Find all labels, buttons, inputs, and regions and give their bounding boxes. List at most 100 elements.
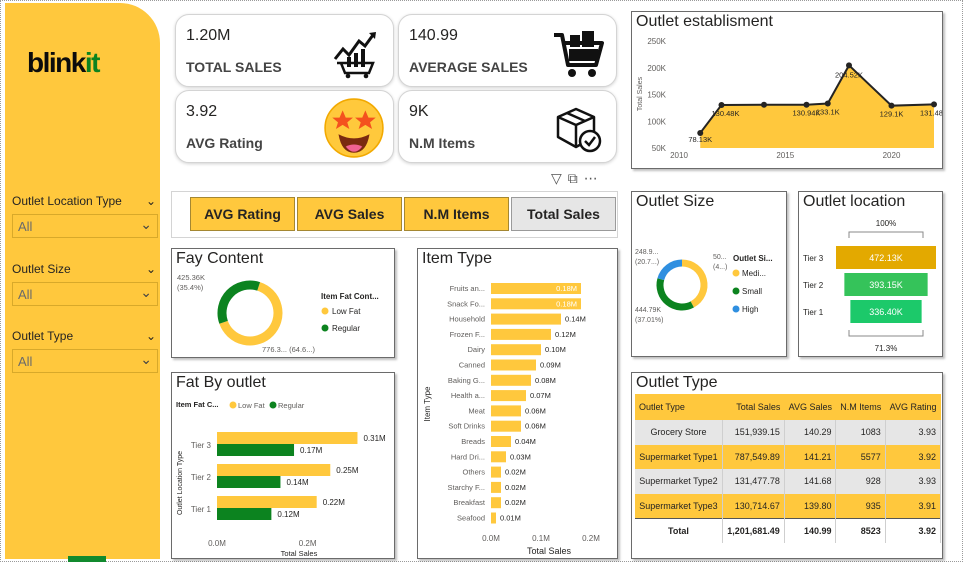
panel-item-type[interactable]: Item Type Fruits an... 0.18M Snack Fo... 0.… [417,248,618,559]
more-options-icon[interactable]: ⋯ [583,170,604,186]
bar [491,436,511,447]
data-label: 78.13K [688,135,712,144]
chevron-down-icon[interactable]: ⌄ [145,262,156,276]
column-header[interactable]: N.M Items [835,394,886,420]
data-label: 425.36K [177,273,205,282]
focus-mode-icon[interactable]: ⧉ [567,170,584,186]
kpi-label: TOTAL SALES [186,59,282,75]
panel-outlet-size[interactable]: Outlet Size 248.9... (20.7...) 444.79K (37.… [631,191,787,357]
data-label: 0.06M [525,406,546,415]
data-label: 0.22M [323,498,346,507]
data-label: 130.48K [712,109,740,118]
data-label: (35.4%) [177,283,204,292]
legend-item: Low Fat [238,401,266,410]
data-point [803,101,810,108]
data-label: 50... [713,254,727,261]
panel-fat-content[interactable]: Fay Content 425.36K (35.4%) 776.3... (64.6… [171,248,395,358]
y-axis-title: Total Sales [637,76,644,111]
kpi-nm-items[interactable]: 9K N.M Items [398,90,617,163]
kpi-total-sales[interactable]: 1.20M TOTAL SALES [175,14,394,87]
funnel-bar [844,273,928,296]
bar [491,298,581,310]
sales-growth-cart-icon [333,32,376,79]
x-tick-label: 2015 [776,151,794,160]
donut-slice [657,259,683,281]
table-cell: 141.68 [784,469,837,494]
bar [491,328,551,340]
outlet-location-funnel: 100% 472.13K Tier 3 393.15K Tier 2 336.40K Tie… [803,219,936,353]
kpi-avg-rating[interactable]: 3.92 AVG Rating [175,90,394,163]
button-total-sales[interactable]: Total Sales [511,197,616,231]
category-label: Snack Fo... [447,299,485,308]
data-label: 0.31M [363,434,386,443]
category-label: Tier 1 [191,505,212,514]
data-label: 0.14M [286,478,309,487]
table-cell: Grocery Store [635,420,723,445]
bar [217,496,317,508]
slicer-dropdown[interactable]: All ⌄ [12,282,158,306]
bar [217,508,272,520]
x-tick-label: 0.2M [299,539,317,548]
data-label: 0.02M [505,468,526,477]
table-row[interactable]: Supermarket Type1 787,549.89 141.21 5577 3.9… [635,444,942,469]
table-cell: 151,939.15 [722,420,785,445]
chevron-down-icon[interactable]: ⌄ [145,194,156,208]
table-row[interactable]: Supermarket Type2 131,477.78 141.68 928 3.93 [635,469,942,494]
bar [491,344,541,356]
area-fill [700,65,934,148]
table-cell: 140.29 [784,420,837,445]
bar [217,464,331,476]
column-header[interactable]: AVG Rating [885,394,941,420]
y-tick-label: 150K [647,91,666,100]
data-label: 336.40K [869,307,903,317]
panel-title: Outlet location [803,193,906,210]
measure-button-bar: AVG Rating AVG Sales N.M Items Total Sal… [171,191,618,238]
y-tick-label: 200K [647,64,666,73]
table-cell: 5577 [835,444,886,469]
category-label: Dairy [467,345,485,354]
data-label: 776.3... (64.6...) [262,345,315,354]
slicer-dropdown[interactable]: All ⌄ [12,349,158,373]
y-axis-title: Outlet Location Type [177,451,184,515]
fat-content-donut: 425.36K(35.4%) 776.3... (64.6...) Item Fat… [177,273,379,354]
panel-outlet-location[interactable]: Outlet location 100% 472.13K Tier 3 393.15K… [798,191,943,357]
panel-title: Fat By outlet [176,374,266,391]
donut-slice [217,280,261,324]
column-header[interactable]: AVG Sales [784,394,836,420]
table-row[interactable]: Supermarket Type3 130,714.67 139.80 935 3.91 [635,493,942,518]
bar [217,476,281,488]
y-axis-title: Item Type [423,386,432,422]
panel-fat-by-outlet[interactable]: Fat By outlet Item Fat C... Low Fat Regula… [171,372,395,559]
button-avg-sales[interactable]: AVG Sales [297,197,402,231]
kpi-value: 3.92 [186,103,218,120]
column-header[interactable]: Total Sales [722,394,785,420]
filter-icon[interactable]: ▽ [551,170,568,186]
table-row[interactable]: Grocery Store 151,939.15 140.29 1083 3.93 [635,420,942,445]
data-label: 133.1K [816,108,840,117]
button-nm-items[interactable]: N.M Items [404,197,509,231]
funnel-bar [836,246,936,269]
table-cell: 3.93 [885,420,942,445]
data-label: 393.15K [869,280,903,290]
data-label: 130.94K [793,109,821,118]
kpi-value: 140.99 [409,27,458,44]
x-tick-label: 0.1M [532,534,550,543]
category-label: Soft Drinks [448,422,485,431]
column-header[interactable]: Outlet Type [635,394,723,420]
legend-item: Regular [332,324,360,333]
table-cell: 928 [835,469,886,494]
data-label: 248.9... [635,249,658,256]
chevron-down-icon[interactable]: ⌄ [145,329,156,343]
panel-outlet-establishment[interactable]: Outlet establisment 50K 100K 150K 200K 250K T… [631,11,943,169]
funnel-bar [850,300,922,323]
slicer-label: Outlet Size [12,262,71,276]
kpi-average-sales[interactable]: 140.99 AVERAGE SALES [398,14,617,87]
data-point [824,100,831,107]
x-tick-label: 0.2M [582,534,600,543]
panel-title: Fay Content [176,250,264,267]
slicer-dropdown[interactable]: All ⌄ [12,214,158,238]
button-avg-rating[interactable]: AVG Rating [190,197,295,231]
table-cell: 141.21 [784,444,837,469]
data-label: 129.1K [880,110,904,119]
visual-toolbar: ▽⧉⋯ [551,170,604,187]
